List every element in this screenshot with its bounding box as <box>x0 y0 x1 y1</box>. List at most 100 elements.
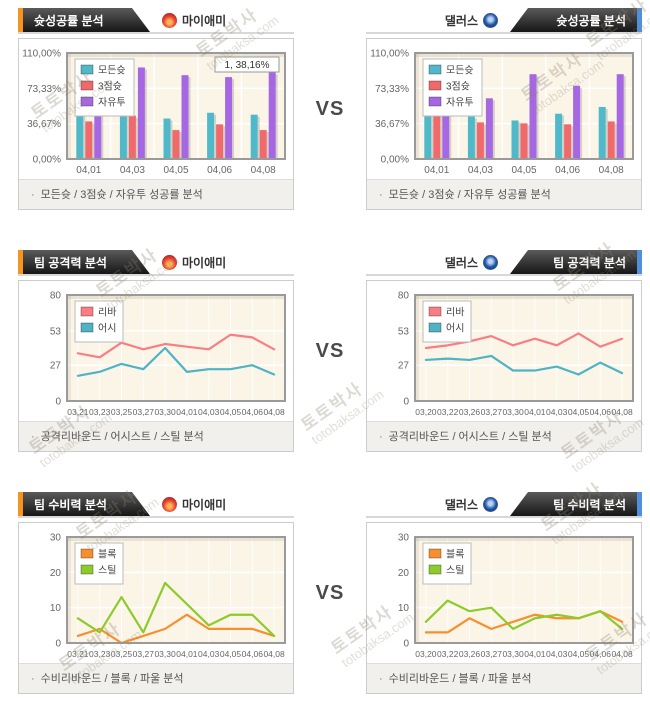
caption-bullet: · <box>31 673 35 685</box>
svg-text:04,01: 04,01 <box>76 165 101 176</box>
svg-text:04,01: 04,01 <box>176 649 198 659</box>
caption-bullet: · <box>379 673 383 685</box>
tab-offense-analysis: 팀 공격력 분석 <box>510 250 642 274</box>
dallas-shooting-bar-chart[interactable]: 0,00% 36,67% 73,33% 110,00% 04,01 04,03 04,05 0… <box>368 45 640 179</box>
team-dallas: 댈러스 <box>445 496 498 513</box>
svg-text:3점슛: 3점슛 <box>446 81 470 93</box>
panel-miami-offense: 팀 공격력 분석 마이애미 0 27 53 80 03,21 03,23 03,25 03,2… <box>18 250 294 452</box>
panel-dallas-shooting: 댈러스 슛성공률 분석 0,00% 36,67% 73,33% 110,00% 04,0… <box>366 8 642 210</box>
svg-text:스틸: 스틸 <box>446 564 464 577</box>
blue-accent-bar <box>637 492 642 516</box>
svg-text:04,06: 04,06 <box>590 407 612 417</box>
svg-text:03,22: 03,22 <box>437 407 459 417</box>
svg-text:04,05: 04,05 <box>568 649 590 659</box>
panel-miami-defense: 팀 수비력 분석 마이애미 0 10 20 30 03,21 03,23 03,25 03,2… <box>18 492 294 694</box>
svg-text:10: 10 <box>50 603 62 614</box>
svg-text:30: 30 <box>398 533 410 544</box>
chart-caption: · 공격리바운드 / 어시스트 / 스틸 분석 <box>367 421 641 451</box>
svg-text:리바: 리바 <box>98 307 116 319</box>
svg-text:04,08: 04,08 <box>599 165 624 176</box>
svg-text:03,30: 03,30 <box>502 649 524 659</box>
analysis-row-offense: 팀 공격력 분석 마이애미 0 27 53 80 03,21 03,23 03,25 03,2… <box>18 250 642 452</box>
svg-text:80: 80 <box>398 291 410 302</box>
svg-text:30: 30 <box>50 533 62 544</box>
svg-text:03,23: 03,23 <box>89 407 111 417</box>
svg-text:53: 53 <box>50 326 62 337</box>
blue-accent-bar <box>637 250 642 274</box>
svg-text:03,21: 03,21 <box>67 649 89 659</box>
panel-header: 팀 공격력 분석 마이애미 <box>18 250 294 276</box>
svg-text:0: 0 <box>403 397 409 408</box>
panel-dallas-offense: 댈러스 팀 공격력 분석 0 27 53 80 03,20 03,22 03,26 03,27… <box>366 250 642 452</box>
svg-text:04,06: 04,06 <box>242 407 264 417</box>
chart-card: 0,00% 36,67% 73,33% 110,00% 04,01 04,03 04,05 0… <box>366 38 642 210</box>
svg-text:0,00%: 0,00% <box>381 155 409 166</box>
caption-text: 수비리바운드 / 블록 / 파울 분석 <box>388 673 532 685</box>
panel-header: 팀 수비력 분석 마이애미 <box>18 492 294 518</box>
chart-caption: · 공격리바운드 / 어시스트 / 스틸 분석 <box>19 421 293 451</box>
svg-text:모든슛: 모든슛 <box>98 65 126 77</box>
svg-text:블록: 블록 <box>446 549 464 561</box>
chart-card: 0 10 20 30 03,20 03,22 03,26 03,27 03,30 04,01 04,… <box>366 522 642 694</box>
tab-label: 팀 공격력 분석 <box>553 255 626 270</box>
caption-bullet: · <box>379 189 383 201</box>
team-dallas: 댈러스 <box>445 12 498 29</box>
analysis-row-defense: 팀 수비력 분석 마이애미 0 10 20 30 03,21 03,23 03,25 03,2… <box>18 492 642 694</box>
team-name: 마이애미 <box>182 497 227 512</box>
svg-text:04,08: 04,08 <box>263 407 285 417</box>
caption-bullet: · <box>379 431 383 443</box>
svg-text:03,22: 03,22 <box>437 649 459 659</box>
svg-text:04,01: 04,01 <box>176 407 198 417</box>
svg-text:04,06: 04,06 <box>207 165 232 176</box>
tab-shooting-analysis: 슛성공률 분석 <box>510 8 642 32</box>
team-dallas: 댈러스 <box>445 254 498 271</box>
chart-caption: · 수비리바운드 / 블록 / 파울 분석 <box>19 663 293 693</box>
tab-label: 팀 수비력 분석 <box>34 497 107 512</box>
vs-label: VS <box>315 581 345 604</box>
caption-bullet: · <box>31 189 35 201</box>
vs-label: VS <box>315 97 345 120</box>
svg-text:04,06: 04,06 <box>590 649 612 659</box>
svg-text:10: 10 <box>398 603 410 614</box>
svg-text:110,00%: 110,00% <box>370 49 409 60</box>
svg-text:03,27: 03,27 <box>481 407 503 417</box>
svg-text:36,67%: 36,67% <box>375 119 409 130</box>
svg-text:04,03: 04,03 <box>546 407 568 417</box>
caption-text: 수비리바운드 / 블록 / 파울 분석 <box>40 673 184 685</box>
svg-text:20: 20 <box>50 568 62 579</box>
svg-text:20: 20 <box>398 568 410 579</box>
tab-shooting-analysis: 슛성공률 분석 <box>18 8 150 32</box>
svg-text:04,05: 04,05 <box>568 407 590 417</box>
svg-text:04,01: 04,01 <box>524 649 546 659</box>
svg-text:03,26: 03,26 <box>459 649 481 659</box>
team-miami: 마이애미 <box>162 496 226 513</box>
svg-text:1, 38,16%: 1, 38,16% <box>224 60 269 71</box>
svg-text:리바: 리바 <box>446 307 464 319</box>
svg-text:04,08: 04,08 <box>263 649 285 659</box>
svg-text:04,03: 04,03 <box>120 165 145 176</box>
chart-caption: · 수비리바운드 / 블록 / 파울 분석 <box>367 663 641 693</box>
svg-text:04,08: 04,08 <box>611 649 633 659</box>
svg-text:03,30: 03,30 <box>154 649 176 659</box>
svg-text:03,27: 03,27 <box>481 649 503 659</box>
svg-text:0: 0 <box>55 639 61 650</box>
panel-header: 댈러스 슛성공률 분석 <box>366 8 642 34</box>
miami-shooting-bar-chart[interactable]: 0,00% 36,67% 73,33% 110,00% 04,01 04,03 04,05 0… <box>20 45 292 179</box>
svg-text:03,25: 03,25 <box>111 407 133 417</box>
orange-accent-bar <box>18 250 23 274</box>
panel-dallas-defense: 댈러스 팀 수비력 분석 0 10 20 30 03,20 03,22 03,26 03,27… <box>366 492 642 694</box>
caption-text: 모든슛 / 3점슛 / 자유투 성공률 분석 <box>40 189 203 201</box>
svg-text:03,21: 03,21 <box>67 407 89 417</box>
svg-text:04,06: 04,06 <box>555 165 580 176</box>
svg-text:어시: 어시 <box>98 323 116 335</box>
svg-text:04,05: 04,05 <box>220 649 242 659</box>
chart-caption: · 모든슛 / 3점슛 / 자유투 성공률 분석 <box>367 179 641 209</box>
miami-heat-logo-icon <box>162 496 177 512</box>
svg-text:0: 0 <box>403 639 409 650</box>
analysis-row-shooting: 슛성공률 분석 마이애미 0,00% 36,67% 73,33% 110,00% 04,… <box>18 8 642 210</box>
